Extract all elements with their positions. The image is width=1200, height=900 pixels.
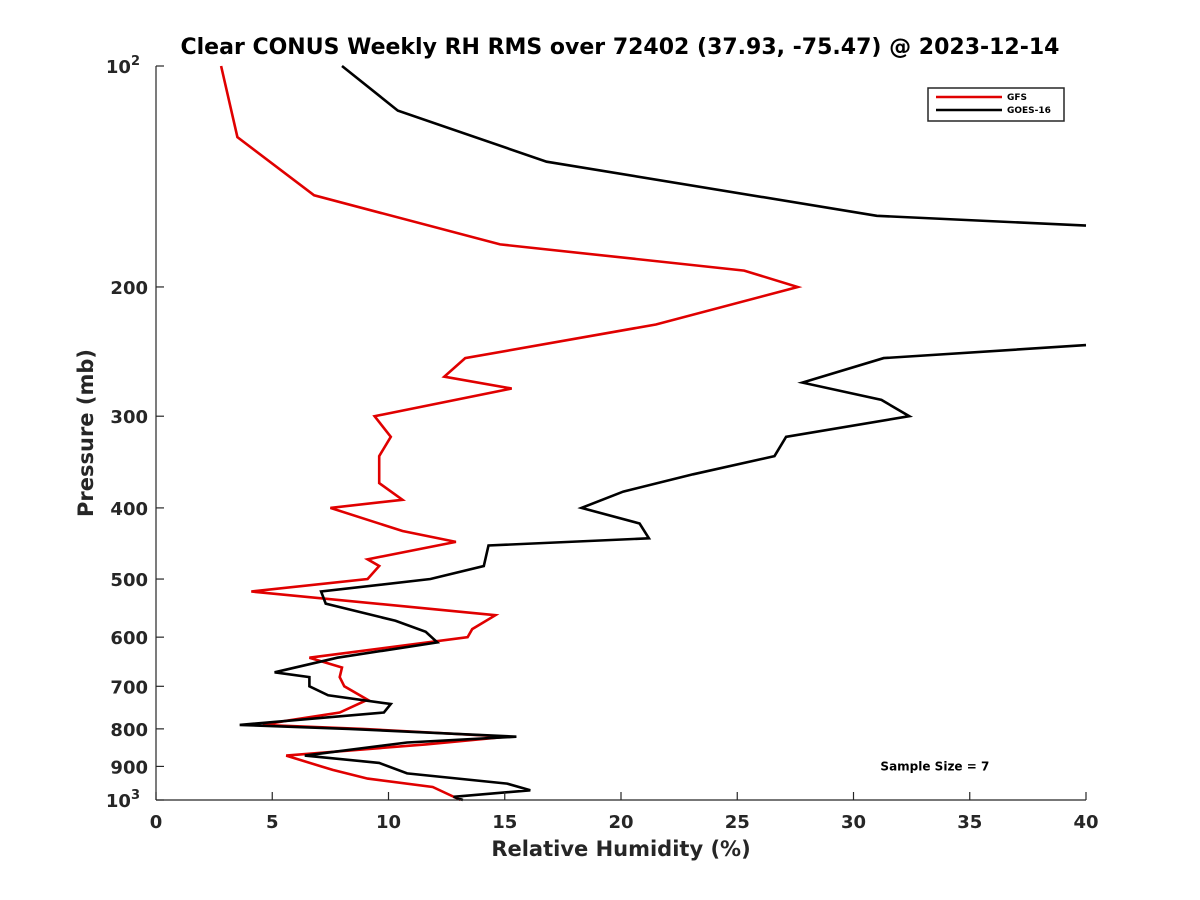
series-line-gfs: [219, 65, 803, 802]
x-tick-label: 35: [957, 812, 982, 833]
x-axis-label: Relative Humidity (%): [491, 837, 750, 861]
plot-area: 0 5 10 15 20 25 30 35 40 102 200 300 400 500 600 700 80…: [106, 54, 1099, 833]
y-tick-label: 500: [110, 570, 148, 591]
x-tick-label: 5: [266, 812, 279, 833]
y-tick-label: 700: [110, 677, 148, 698]
x-tick-label: 10: [376, 812, 401, 833]
x-tick-label: 30: [841, 812, 866, 833]
series-lines: [219, 64, 1087, 802]
y-tick-label: 103: [106, 788, 140, 812]
y-axis-ticks: 102 200 300 400 500 600 700 800 900 103: [106, 54, 164, 812]
y-axis-label: Pressure (mb): [74, 349, 98, 517]
sample-size-annotation: Sample Size = 7: [880, 759, 989, 773]
x-tick-label: 20: [608, 812, 633, 833]
legend-label-goes16: GOES-16: [1007, 106, 1051, 116]
y-tick-label: 400: [110, 499, 148, 520]
legend-label-gfs: GFS: [1007, 93, 1027, 103]
y-tick-label: 102: [106, 54, 140, 78]
chart-title: Clear CONUS Weekly RH RMS over 72402 (37…: [181, 35, 1060, 60]
x-axis-ticks: 0 5 10 15 20 25 30 35 40: [150, 792, 1099, 833]
x-tick-label: 15: [492, 812, 517, 833]
x-tick-label: 40: [1073, 812, 1098, 833]
x-tick-label: 0: [150, 812, 163, 833]
y-tick-label: 900: [110, 757, 148, 778]
y-tick-label: 300: [110, 407, 148, 428]
y-tick-label: 200: [110, 278, 148, 299]
series-line-goes16: [239, 64, 1087, 802]
legend: GFS GOES-16: [927, 87, 1065, 122]
legend-box: [927, 87, 1065, 122]
y-tick-label: 800: [110, 720, 148, 741]
x-tick-label: 25: [725, 812, 750, 833]
y-tick-label: 600: [110, 628, 148, 649]
